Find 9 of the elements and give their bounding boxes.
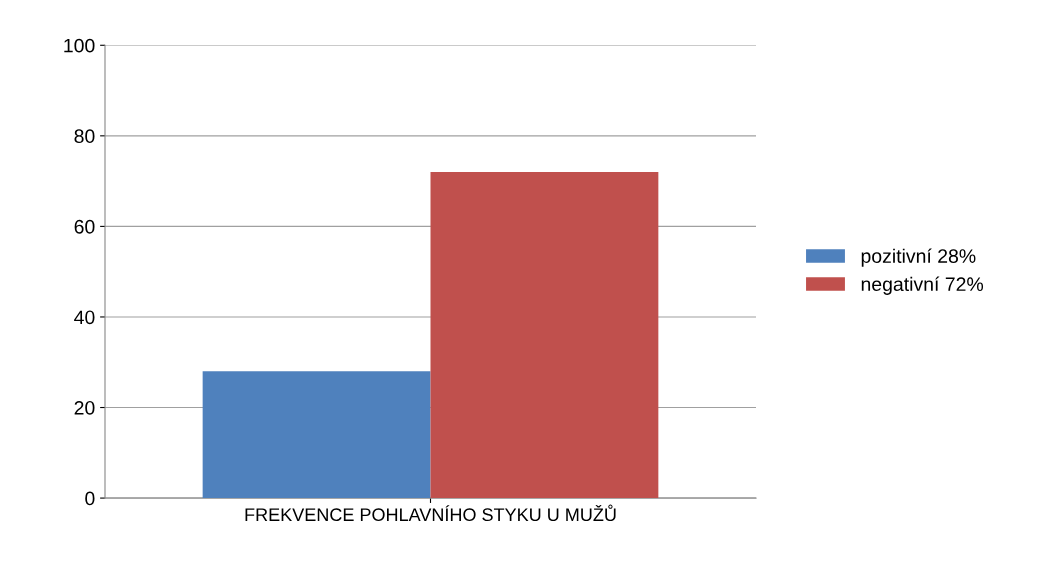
y-tick-label: 80 <box>74 129 95 144</box>
y-tick-label: 60 <box>74 219 95 234</box>
x-tick-label: FREKVENCE POHLAVNÍHO STYKU U MUŽŮ <box>245 504 616 522</box>
y-tick-label: 20 <box>74 400 95 415</box>
y-tick-label: 40 <box>74 310 95 325</box>
y-tick-label: 100 <box>64 38 95 53</box>
legend-label: pozitivní 28% <box>861 248 976 267</box>
legend-label: negativní 72% <box>861 276 984 295</box>
y-tick-label: 0 <box>85 491 95 506</box>
